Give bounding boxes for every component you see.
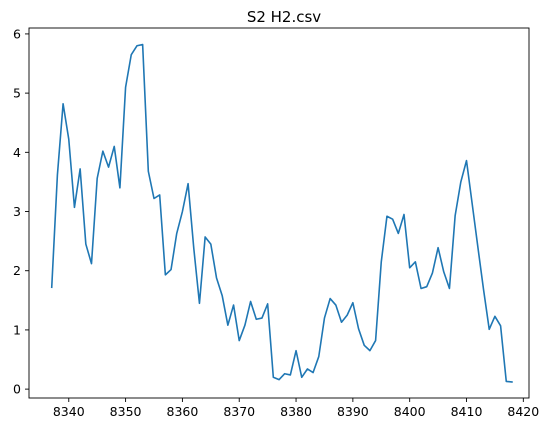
- axes-frame: [28, 27, 530, 399]
- y-tick-label: 6: [13, 26, 21, 41]
- x-tick-label: 8370: [223, 404, 255, 419]
- x-tick-label: 8350: [110, 404, 142, 419]
- chart-title: S2 H2.csv: [247, 8, 321, 26]
- x-tick-label: 8400: [394, 404, 426, 419]
- y-tick-label: 0: [13, 382, 21, 397]
- y-tick-label: 3: [13, 204, 21, 219]
- y-tick-label: 2: [13, 263, 21, 278]
- x-tick-label: 8340: [53, 404, 85, 419]
- x-tick-label: 8360: [167, 404, 199, 419]
- y-tick-label: 4: [13, 145, 21, 160]
- plot-area: 8340 8350 8360 8370 8380 8390 8400 8410 8420 0 1 2 3…: [13, 26, 539, 419]
- x-tick-label: 8390: [337, 404, 369, 419]
- data-series-line: [50, 43, 513, 383]
- y-tick-label: 1: [13, 322, 21, 337]
- y-tick-label: 5: [13, 86, 21, 101]
- x-tick-label: 8410: [451, 404, 483, 419]
- x-tick-label: 8420: [507, 404, 539, 419]
- x-tick-label: 8380: [280, 404, 312, 419]
